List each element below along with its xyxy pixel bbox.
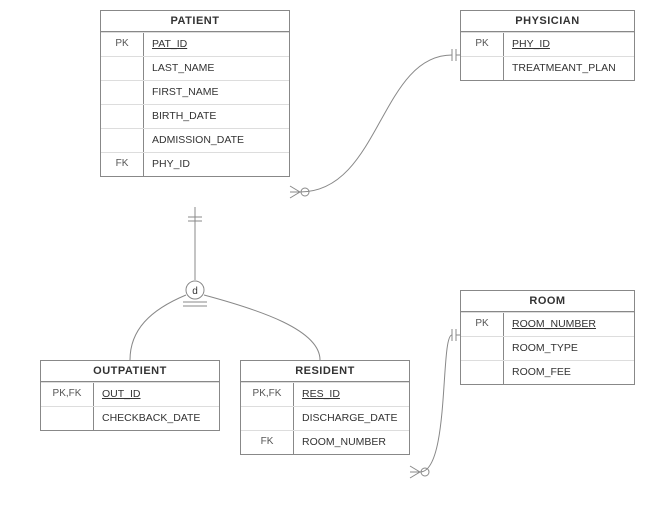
attr-row: ROOM_TYPE bbox=[461, 336, 634, 360]
attr-name: PHY_ID bbox=[144, 153, 289, 176]
key-cell: PK bbox=[461, 313, 504, 336]
key-cell: PK,FK bbox=[41, 383, 94, 406]
attr-row: BIRTH_DATE bbox=[101, 104, 289, 128]
attr-row: PK,FK RES_ID bbox=[241, 382, 409, 406]
attr-row: DISCHARGE_DATE bbox=[241, 406, 409, 430]
entity-title: OUTPATIENT bbox=[41, 361, 219, 382]
attr-row: PK PHY_ID bbox=[461, 32, 634, 56]
entity-outpatient: OUTPATIENT PK,FK OUT_ID CHECKBACK_DATE bbox=[40, 360, 220, 431]
attr-row: FK PHY_ID bbox=[101, 152, 289, 176]
entity-title: PATIENT bbox=[101, 11, 289, 32]
entity-title: ROOM bbox=[461, 291, 634, 312]
entity-patient: PATIENT PK PAT_ID LAST_NAME FIRST_NAME B… bbox=[100, 10, 290, 177]
attr-name: ROOM_NUMBER bbox=[504, 313, 634, 336]
er-diagram-canvas: d PATIENT PK PAT_ID LAST_NAME FIRST_NAME… bbox=[0, 0, 651, 511]
key-cell: FK bbox=[241, 431, 294, 454]
key-cell: PK,FK bbox=[241, 383, 294, 406]
attr-row: LAST_NAME bbox=[101, 56, 289, 80]
key-cell bbox=[241, 407, 294, 430]
attr-name: PAT_ID bbox=[144, 33, 289, 56]
attr-name: DISCHARGE_DATE bbox=[294, 407, 409, 430]
key-cell bbox=[461, 57, 504, 80]
entity-title: RESIDENT bbox=[241, 361, 409, 382]
entity-physician: PHYSICIAN PK PHY_ID TREATMEANT_PLAN bbox=[460, 10, 635, 81]
attr-row: ADMISSION_DATE bbox=[101, 128, 289, 152]
attr-name: OUT_ID bbox=[94, 383, 219, 406]
attr-row: FK ROOM_NUMBER bbox=[241, 430, 409, 454]
attr-name: FIRST_NAME bbox=[144, 81, 289, 104]
attr-name: TREATMEANT_PLAN bbox=[504, 57, 634, 80]
key-cell bbox=[101, 57, 144, 80]
entity-room: ROOM PK ROOM_NUMBER ROOM_TYPE ROOM_FEE bbox=[460, 290, 635, 385]
attr-row: CHECKBACK_DATE bbox=[41, 406, 219, 430]
key-cell bbox=[41, 407, 94, 430]
attr-name: BIRTH_DATE bbox=[144, 105, 289, 128]
key-cell bbox=[461, 337, 504, 360]
attr-name: RES_ID bbox=[294, 383, 409, 406]
attr-row: ROOM_FEE bbox=[461, 360, 634, 384]
key-cell: PK bbox=[101, 33, 144, 56]
key-cell bbox=[101, 105, 144, 128]
isa-marker-label: d bbox=[192, 286, 198, 297]
attr-name: ROOM_NUMBER bbox=[294, 431, 409, 454]
attr-row: PK,FK OUT_ID bbox=[41, 382, 219, 406]
key-cell bbox=[101, 81, 144, 104]
attr-name: LAST_NAME bbox=[144, 57, 289, 80]
attr-row: TREATMEANT_PLAN bbox=[461, 56, 634, 80]
key-cell bbox=[461, 361, 504, 384]
key-cell bbox=[101, 129, 144, 152]
attr-name: ADMISSION_DATE bbox=[144, 129, 289, 152]
attr-name: CHECKBACK_DATE bbox=[94, 407, 219, 430]
entity-title: PHYSICIAN bbox=[461, 11, 634, 32]
key-cell: PK bbox=[461, 33, 504, 56]
attr-name: PHY_ID bbox=[504, 33, 634, 56]
attr-name: ROOM_FEE bbox=[504, 361, 634, 384]
attr-name: ROOM_TYPE bbox=[504, 337, 634, 360]
attr-row: PK PAT_ID bbox=[101, 32, 289, 56]
key-cell: FK bbox=[101, 153, 144, 176]
attr-row: PK ROOM_NUMBER bbox=[461, 312, 634, 336]
attr-row: FIRST_NAME bbox=[101, 80, 289, 104]
entity-resident: RESIDENT PK,FK RES_ID DISCHARGE_DATE FK … bbox=[240, 360, 410, 455]
